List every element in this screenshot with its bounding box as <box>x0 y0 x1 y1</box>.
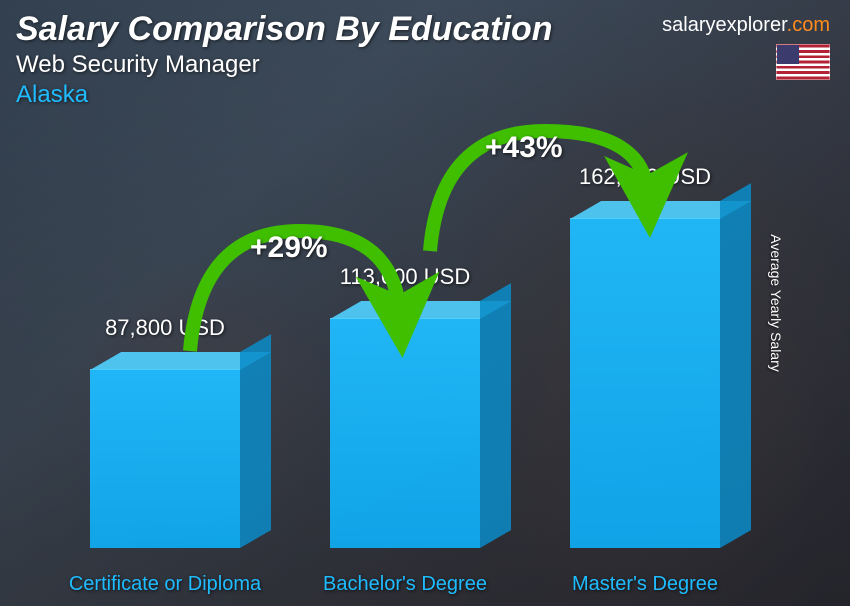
category-label: Bachelor's Degree <box>305 573 505 596</box>
chart-subtitle: Web Security Manager <box>16 51 834 79</box>
brand-label: salaryexplorer.com <box>662 14 830 37</box>
brand-tld: .com <box>787 14 830 36</box>
chart-region: Alaska <box>16 81 834 109</box>
category-label: Master's Degree <box>545 573 745 596</box>
category-label: Certificate or Diploma <box>65 573 265 596</box>
bar <box>90 369 240 548</box>
bar-chart: 87,800 USD Certificate or Diploma 113,00… <box>40 126 800 596</box>
pct-change-label: +43% <box>485 131 563 165</box>
pct-change-label: +29% <box>250 231 328 265</box>
brand-name: salaryexplorer <box>662 14 787 36</box>
flag-icon <box>776 44 830 80</box>
